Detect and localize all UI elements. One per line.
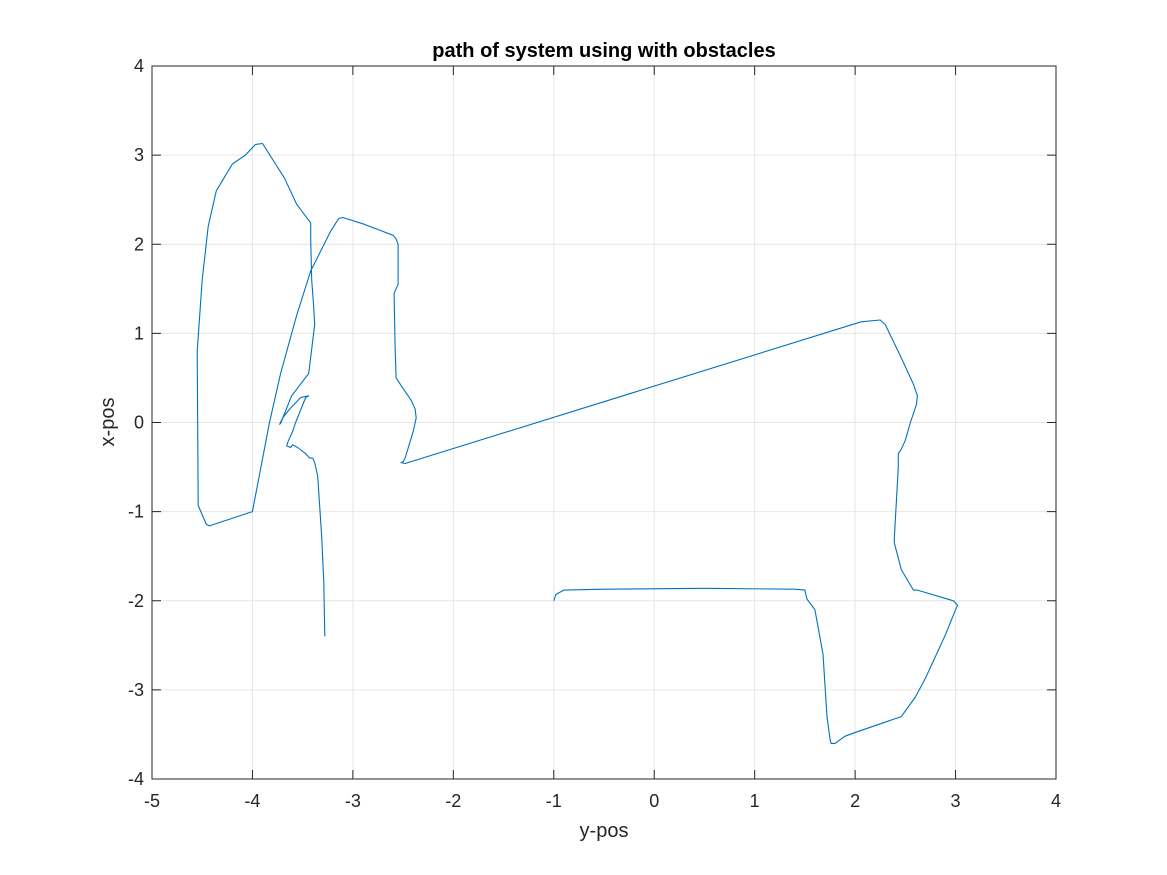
x-tick-label: 4 [1051,791,1061,811]
x-tick-label: -2 [445,791,461,811]
y-tick-label: 2 [134,234,144,254]
x-tick-labels: -5 -4 -3 -2 -1 0 1 2 3 4 [144,791,1061,811]
x-tick-label: 2 [850,791,860,811]
axis-ticks [151,65,1057,780]
y-tick-labels: -4 -3 -2 -1 0 1 2 3 4 [128,56,144,789]
y-tick-label: -3 [128,680,144,700]
x-tick-label: 0 [649,791,659,811]
x-tick-label: -4 [244,791,260,811]
path-series-line [196,142,959,744]
y-tick-label: 3 [134,145,144,165]
x-axis-label: y-pos [580,820,629,842]
y-axis-label: x-pos [97,398,119,447]
x-tick-label: 3 [951,791,961,811]
chart-title: path of system using with obstacles [432,40,775,62]
y-tick-label: -1 [128,502,144,522]
y-tick-label: -4 [128,769,144,789]
x-tick-label: -3 [345,791,361,811]
y-tick-label: -2 [128,591,144,611]
y-tick-label: 1 [134,323,144,343]
x-tick-label: 1 [750,791,760,811]
y-tick-label: 0 [134,413,144,433]
x-tick-label: -1 [546,791,562,811]
x-tick-label: -5 [144,791,160,811]
y-tick-label: 4 [134,56,144,76]
